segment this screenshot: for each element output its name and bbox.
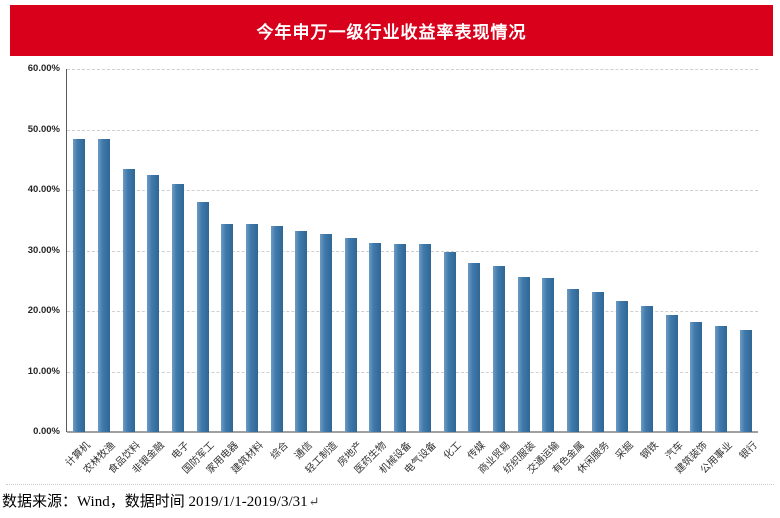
data-source-note: 数据来源：Wind，数据时间 2019/1/1-2019/3/31↵ bbox=[2, 490, 320, 511]
bar bbox=[542, 278, 555, 432]
x-axis-category-label: 采掘 bbox=[614, 440, 637, 462]
y-axis-tick-label: 60.00% bbox=[27, 63, 60, 74]
bar bbox=[566, 288, 579, 432]
bar bbox=[344, 238, 357, 432]
bar bbox=[196, 202, 209, 432]
x-axis-line bbox=[67, 431, 758, 433]
bar bbox=[98, 138, 111, 432]
bar bbox=[690, 321, 703, 432]
gridline bbox=[67, 69, 758, 70]
bar bbox=[270, 226, 283, 432]
plot-area: 60.00% 50.00% 40.00% 30.00% 20.00% 10.00% 0.00… bbox=[28, 63, 760, 476]
y-axis-tick-label: 20.00% bbox=[27, 305, 60, 316]
bar bbox=[517, 277, 530, 432]
bar bbox=[616, 301, 629, 432]
x-axis-category-label: 综合 bbox=[268, 440, 291, 462]
gridline bbox=[67, 190, 758, 191]
bar bbox=[394, 243, 407, 432]
bar bbox=[468, 263, 481, 432]
bar bbox=[295, 231, 308, 432]
bar bbox=[122, 168, 135, 432]
y-axis-tick-label: 40.00% bbox=[27, 184, 60, 195]
y-axis-tick-label: 30.00% bbox=[27, 244, 60, 256]
x-axis-category-label: 银行 bbox=[737, 440, 760, 462]
bar bbox=[73, 139, 86, 432]
bar bbox=[369, 242, 382, 432]
chart-title-banner: 今年申万一级行业收益率表现情况 bbox=[10, 5, 773, 56]
gridline bbox=[67, 311, 758, 312]
x-axis-category-label: 钢铁 bbox=[638, 440, 661, 462]
dotted-separator-line bbox=[6, 484, 774, 485]
bar bbox=[246, 224, 259, 432]
y-axis-tick-label: 50.00% bbox=[27, 123, 60, 135]
bar-chart: 60.00% 50.00% 40.00% 30.00% 20.00% 10.00% 0.00… bbox=[0, 60, 780, 490]
paragraph-return-icon: ↵ bbox=[308, 494, 320, 509]
bar bbox=[172, 183, 185, 432]
bar bbox=[591, 291, 604, 432]
bar bbox=[443, 252, 456, 432]
gridline bbox=[67, 371, 758, 373]
y-axis-tick-label: 0.00% bbox=[33, 426, 60, 437]
source-text: 数据来源：Wind，数据时间 2019/1/1-2019/3/31 bbox=[2, 494, 308, 510]
gridline bbox=[67, 250, 758, 252]
bar bbox=[665, 314, 678, 432]
chart-title: 今年申万一级行业收益率表现情况 bbox=[256, 23, 527, 42]
bar bbox=[221, 223, 234, 432]
x-axis-category-label: 化工 bbox=[441, 440, 464, 462]
bar bbox=[714, 325, 727, 432]
bar bbox=[492, 265, 505, 432]
bar bbox=[147, 175, 160, 432]
bar bbox=[418, 244, 431, 432]
bar bbox=[739, 330, 752, 432]
bar bbox=[320, 234, 333, 432]
bar bbox=[640, 306, 653, 432]
y-axis-tick-label: 10.00% bbox=[27, 365, 60, 377]
gridline bbox=[67, 129, 758, 131]
